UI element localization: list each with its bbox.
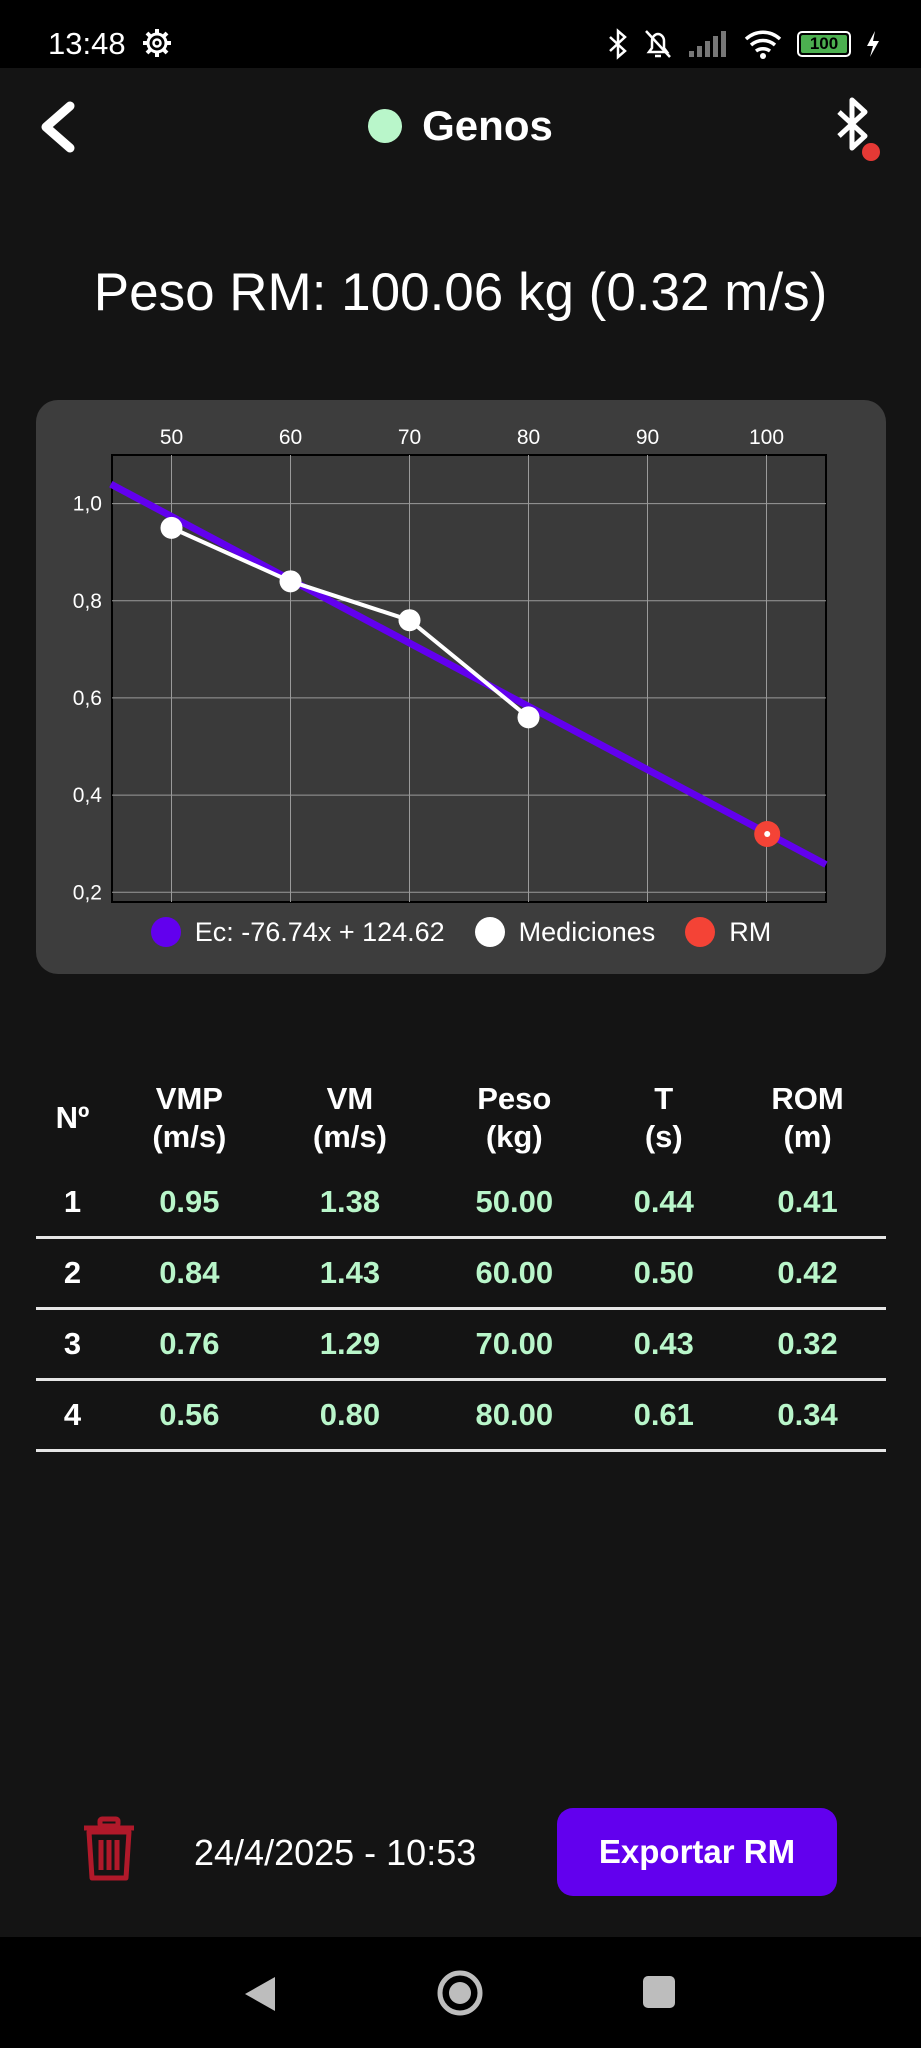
wifi-icon bbox=[744, 30, 782, 59]
legend-dot bbox=[474, 917, 505, 947]
measurement-point bbox=[160, 516, 183, 539]
bluetooth-status-icon[interactable] bbox=[835, 96, 881, 162]
y-tick-label: 0,8 bbox=[73, 590, 102, 613]
table-cell: 60.00 bbox=[475, 1255, 554, 1290]
table-cell: 1.38 bbox=[319, 1184, 381, 1219]
table-row: 1 0.95 1.38 50.00 0.44 0.41 bbox=[36, 1168, 886, 1238]
export-rm-button[interactable]: Exportar RM bbox=[557, 1808, 837, 1896]
status-icons: 100 bbox=[607, 26, 881, 62]
nav-back-icon[interactable] bbox=[243, 1975, 277, 2013]
table-cell: 0.41 bbox=[777, 1184, 838, 1219]
page-title: Genos bbox=[0, 102, 921, 150]
column-header: VMP (m/s) bbox=[152, 1081, 227, 1154]
signal-icon bbox=[689, 31, 726, 57]
table-row: 4 0.56 0.80 80.00 0.61 0.34 bbox=[36, 1380, 886, 1451]
status-bar: 13:48 bbox=[0, 0, 921, 68]
back-arrow-icon[interactable] bbox=[36, 100, 80, 154]
x-tick-label: 70 bbox=[398, 426, 421, 449]
table-cell: 0.61 bbox=[633, 1397, 694, 1432]
battery-icon: 100 bbox=[797, 31, 851, 57]
measurement-line bbox=[170, 526, 530, 719]
nav-recents-icon[interactable] bbox=[642, 1975, 676, 2009]
table-cell: 1.43 bbox=[319, 1255, 381, 1290]
rm-chart: 50 60 70 80 90 100 0,2 0,4 0,6 0,8 1,0 Ec: -76.74x… bbox=[36, 400, 886, 974]
table-header-row: Nº VMP (m/s) VM (m/s) Peso (kg) T (s) ROM (m) bbox=[36, 1068, 886, 1168]
legend-label: Mediciones bbox=[518, 916, 656, 947]
table-cell: 0.32 bbox=[777, 1326, 838, 1361]
charging-icon bbox=[867, 31, 879, 57]
x-tick-label: 90 bbox=[636, 426, 659, 449]
y-tick-label: 0,2 bbox=[73, 881, 102, 904]
row-number: 3 bbox=[63, 1326, 82, 1361]
measurement-point bbox=[398, 609, 421, 632]
column-header: T (s) bbox=[644, 1081, 683, 1154]
measurements-table: Nº VMP (m/s) VM (m/s) Peso (kg) T (s) ROM (m) 1 0.9… bbox=[36, 1068, 886, 1452]
device-name: Genos bbox=[422, 102, 553, 149]
session-date: 24/4/2025 - 10:53 bbox=[194, 1832, 477, 1873]
table-cell: 0.44 bbox=[633, 1184, 694, 1219]
status-time: 13:48 bbox=[48, 26, 126, 61]
connection-status-dot bbox=[368, 109, 403, 143]
regression-line bbox=[109, 481, 828, 868]
bluetooth-icon bbox=[609, 28, 627, 60]
table-cell: 0.42 bbox=[777, 1255, 838, 1290]
row-number: 2 bbox=[63, 1255, 82, 1290]
column-header: VM (m/s) bbox=[312, 1081, 387, 1154]
y-tick-label: 1,0 bbox=[73, 493, 102, 516]
legend-item: Mediciones bbox=[474, 916, 656, 948]
table-cell: 80.00 bbox=[475, 1397, 554, 1432]
x-tick-label: 100 bbox=[749, 426, 784, 449]
battery-level: 100 bbox=[809, 34, 839, 53]
legend-dot bbox=[150, 917, 181, 947]
trash-icon[interactable] bbox=[80, 1816, 138, 1882]
table-cell: 1.29 bbox=[319, 1326, 381, 1361]
chart-svg: 50 60 70 80 90 100 0,2 0,4 0,6 0,8 1,0 bbox=[73, 426, 828, 904]
column-header: Peso (kg) bbox=[477, 1081, 552, 1154]
table-cell: 70.00 bbox=[475, 1326, 554, 1361]
table-cell: 0.76 bbox=[159, 1326, 220, 1361]
x-tick-label: 80 bbox=[517, 426, 540, 449]
table-row: 3 0.76 1.29 70.00 0.43 0.32 bbox=[36, 1309, 886, 1380]
table-row: 2 0.84 1.43 60.00 0.50 0.42 bbox=[36, 1238, 886, 1309]
nav-home-icon[interactable] bbox=[436, 1969, 484, 2017]
legend-label: RM bbox=[729, 916, 772, 947]
y-tick-label: 0,4 bbox=[73, 784, 103, 807]
column-header: ROM (m) bbox=[771, 1081, 844, 1154]
table-cell: 0.56 bbox=[159, 1397, 220, 1432]
table-cell: 0.50 bbox=[633, 1255, 694, 1290]
legend-dot bbox=[685, 917, 716, 947]
legend-item: RM bbox=[685, 917, 771, 948]
chart-legend: Ec: -76.74x + 124.62 Mediciones RM bbox=[36, 912, 886, 952]
rm-point-center bbox=[764, 830, 771, 837]
measurement-point bbox=[517, 706, 540, 729]
column-header: Nº bbox=[55, 1100, 90, 1135]
legend-item: Ec: -76.74x + 124.62 bbox=[150, 916, 445, 948]
row-number: 1 bbox=[63, 1184, 82, 1219]
measurement-point bbox=[279, 570, 302, 593]
bell-off-icon bbox=[645, 30, 671, 58]
gear-icon bbox=[143, 29, 171, 57]
rm-result-title: Peso RM: 100.06 kg (0.32 m/s) bbox=[93, 263, 828, 322]
row-number: 4 bbox=[63, 1397, 82, 1432]
table-cell: 0.34 bbox=[777, 1397, 838, 1432]
system-nav-bar bbox=[0, 1937, 921, 2048]
x-tick-label: 50 bbox=[160, 426, 183, 449]
table-cell: 0.84 bbox=[159, 1255, 220, 1290]
table-cell: 0.43 bbox=[633, 1326, 694, 1361]
table-cell: 0.95 bbox=[159, 1184, 220, 1219]
legend-label: Ec: -76.74x + 124.62 bbox=[194, 916, 445, 947]
table-cell: 0.80 bbox=[319, 1397, 381, 1432]
y-tick-label: 0,6 bbox=[73, 687, 102, 710]
x-tick-label: 60 bbox=[279, 426, 302, 449]
table-cell: 50.00 bbox=[475, 1184, 554, 1219]
